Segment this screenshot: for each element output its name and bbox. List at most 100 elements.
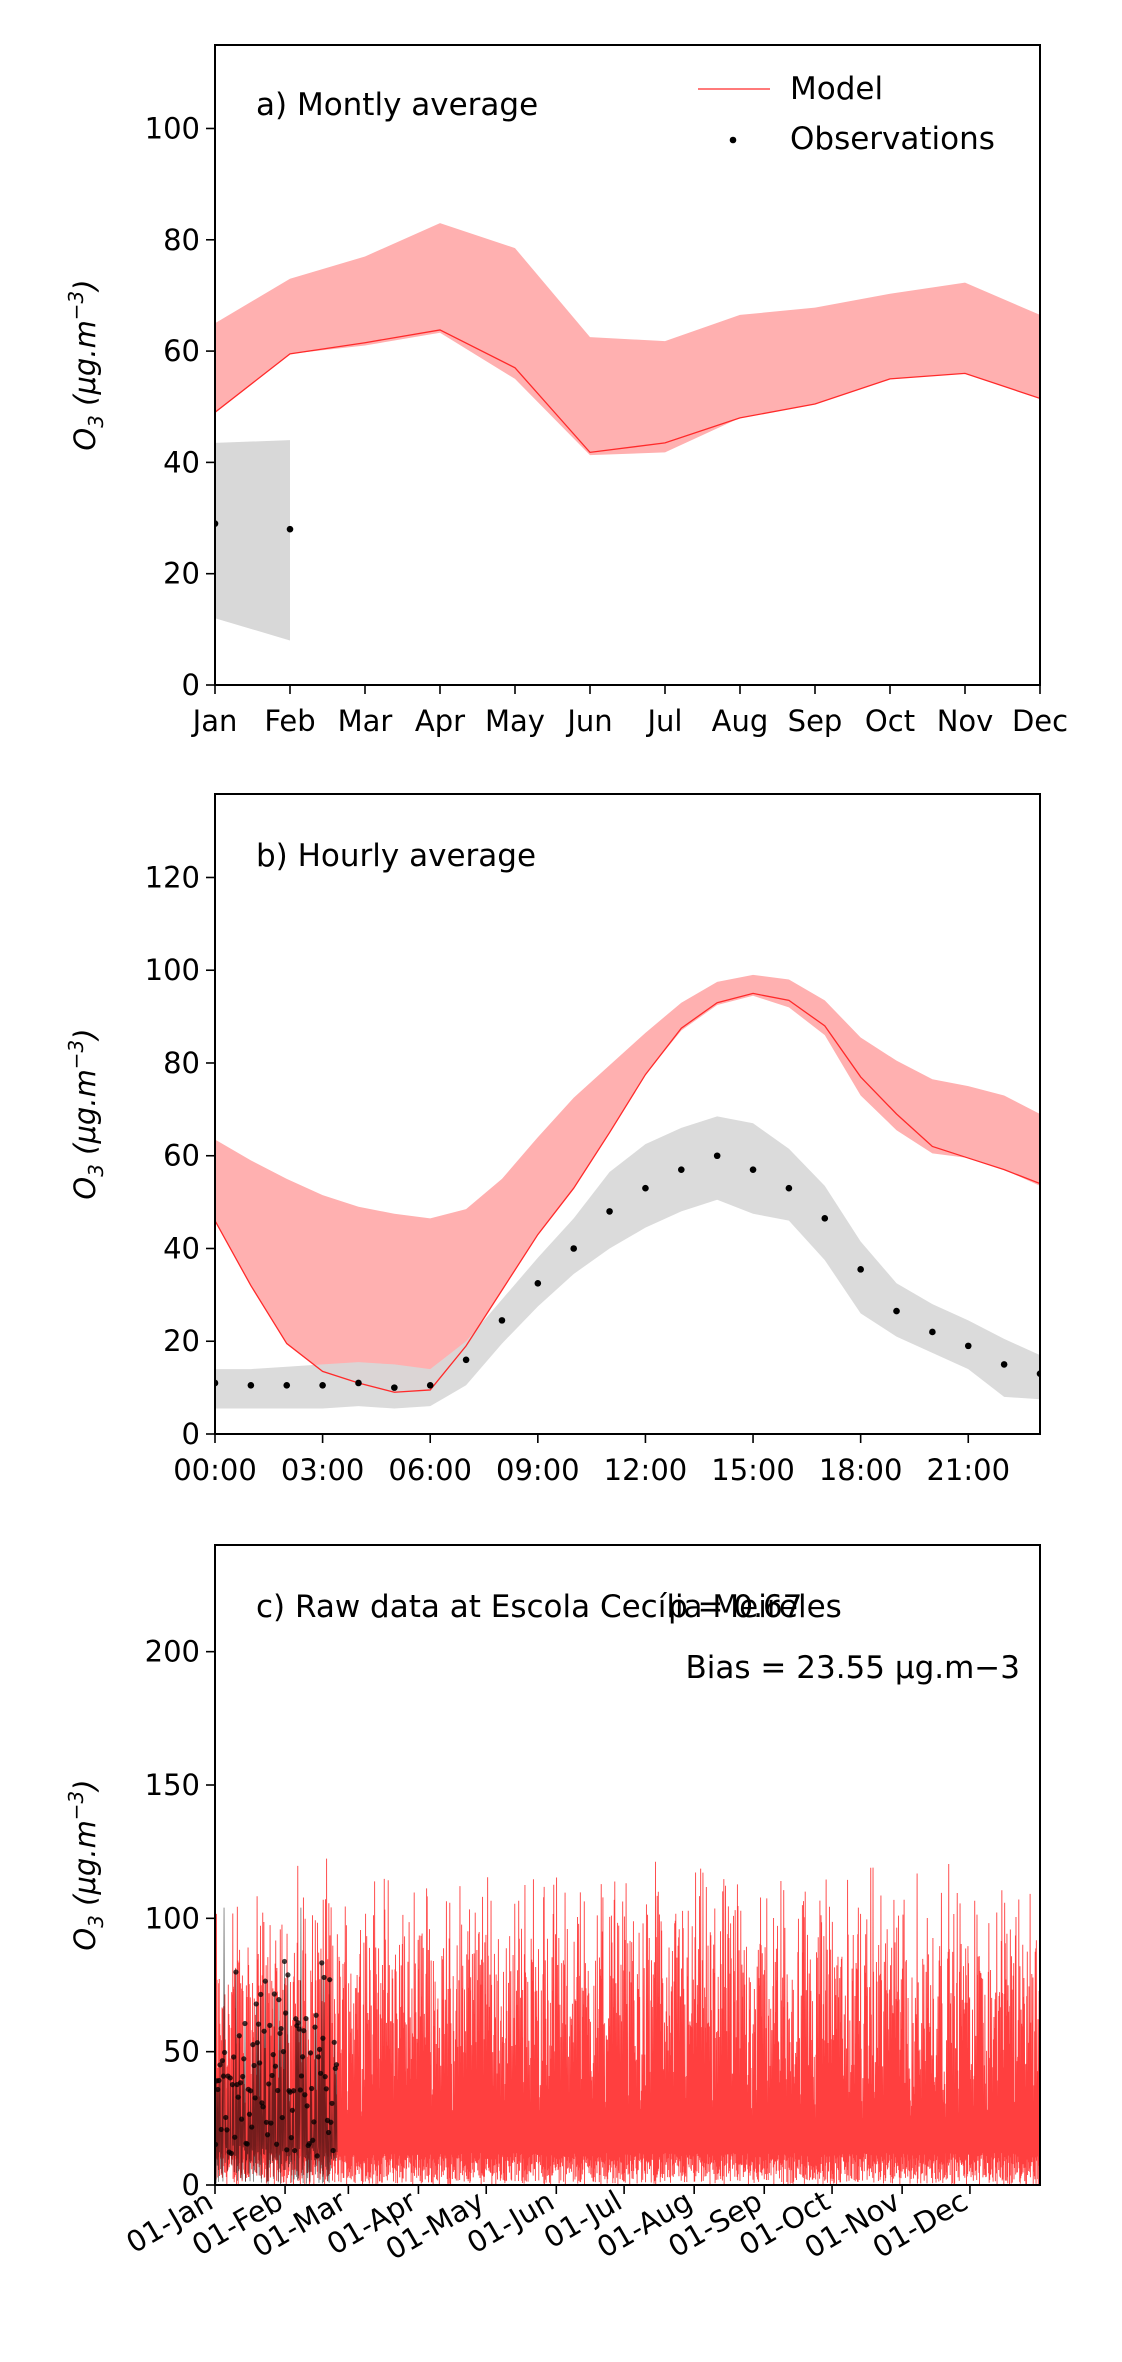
observation-point bbox=[271, 1991, 277, 1997]
panel-a-xtick-label: Jun bbox=[565, 704, 612, 738]
model-line bbox=[215, 992, 1040, 1393]
panel-c-title: c) Raw data at Escola Cecília Meireles bbox=[256, 1589, 842, 1625]
observation-point bbox=[217, 2062, 223, 2068]
observation-point bbox=[231, 2054, 237, 2060]
observation-point bbox=[314, 2153, 320, 2159]
observation-point bbox=[297, 2087, 303, 2093]
observation-point bbox=[283, 2010, 289, 2016]
observation-point bbox=[249, 2124, 255, 2130]
observation-point bbox=[238, 2116, 245, 2122]
panel-c-ytick-label: 200 bbox=[145, 1635, 200, 1669]
observation-point bbox=[229, 2082, 236, 2088]
observation-point bbox=[260, 2104, 266, 2110]
legend-observations-label: Observations bbox=[790, 121, 995, 157]
observation-point bbox=[252, 2095, 258, 2101]
observation-point bbox=[224, 2127, 230, 2133]
observation-point bbox=[246, 2111, 253, 2117]
observation-point bbox=[236, 2033, 242, 2039]
observation-point bbox=[286, 525, 294, 533]
observation-point bbox=[330, 2147, 336, 2154]
panel-a-frame bbox=[214, 44, 1041, 686]
panel-a-ylabel: O3 (μg.m−3) bbox=[64, 279, 108, 450]
panel-c-raw-data: 05010015020001-Jan01-Feb01-Mar01-Apr01-M… bbox=[64, 1544, 1041, 2267]
panel-a-xtick-label: Aug bbox=[712, 704, 769, 738]
panel-c-ytick-label: 50 bbox=[163, 2035, 200, 2069]
panel-a-xtick-label: Feb bbox=[264, 704, 315, 738]
panel-a-xtick-label: Apr bbox=[415, 704, 465, 738]
panel-a-ytick-label: 40 bbox=[163, 445, 200, 479]
observation-point bbox=[749, 1166, 757, 1173]
observation-point bbox=[321, 1974, 327, 1981]
panel-b-frame bbox=[214, 793, 1041, 1435]
observation-point bbox=[250, 2042, 256, 2048]
panel-b-xtick-label: 21:00 bbox=[926, 1453, 1010, 1487]
observation-point bbox=[642, 1184, 649, 1192]
observation-point bbox=[258, 1991, 264, 1997]
panel-c-correlation: ρ = 0.67 bbox=[668, 1589, 802, 1625]
model-band bbox=[215, 223, 1040, 456]
panel-a-ytick-label: 60 bbox=[163, 334, 200, 368]
panel-b-ytick-label: 80 bbox=[163, 1046, 200, 1080]
observation-point bbox=[220, 2073, 227, 2079]
panel-b-title: b) Hourly average bbox=[256, 838, 536, 874]
observation-point bbox=[259, 2100, 265, 2106]
observation-point bbox=[262, 1978, 268, 1984]
observation-point bbox=[218, 2126, 224, 2133]
panel-a-ytick-label: 80 bbox=[163, 223, 200, 257]
panel-b-ytick-label: 120 bbox=[145, 860, 200, 894]
observation-point bbox=[713, 1152, 721, 1160]
legend-observations-swatch bbox=[729, 136, 737, 144]
observation-point bbox=[270, 2052, 276, 2058]
legend-model-label: Model bbox=[790, 71, 883, 107]
observation-point bbox=[292, 2147, 298, 2154]
panel-b-xtick-label: 09:00 bbox=[496, 1453, 580, 1487]
observation-point bbox=[290, 2088, 297, 2094]
observation-point bbox=[273, 2141, 280, 2147]
panel-a-xtick-label: May bbox=[485, 704, 545, 738]
observation-point bbox=[284, 2147, 290, 2153]
observation-point bbox=[272, 2063, 279, 2069]
observation-point bbox=[426, 1382, 434, 1389]
observation-point bbox=[281, 1958, 288, 1965]
panel-c-ytick-label: 0 bbox=[182, 2168, 200, 2202]
observation-point bbox=[312, 2024, 318, 2030]
panel-a-xtick-label: Jan bbox=[191, 704, 238, 738]
observation-point bbox=[391, 1384, 398, 1391]
observation-point bbox=[299, 2054, 306, 2060]
panel-a-xtick-label: Jul bbox=[646, 704, 683, 738]
panel-a-title: a) Montly average bbox=[256, 87, 538, 123]
observation-point bbox=[325, 2129, 332, 2136]
observation-point bbox=[223, 2114, 229, 2121]
panel-a-ytick-label: 20 bbox=[163, 557, 200, 591]
observation-point bbox=[275, 2087, 281, 2094]
observation-point bbox=[232, 2134, 238, 2140]
observation-point bbox=[301, 2028, 307, 2034]
observations-line bbox=[215, 1907, 338, 2185]
panel-c-ytick-label: 150 bbox=[145, 1768, 200, 1802]
observation-point bbox=[228, 2150, 234, 2157]
observation-point bbox=[261, 2028, 267, 2034]
observation-point bbox=[313, 2012, 319, 2018]
observation-point bbox=[247, 1382, 255, 1389]
panel-b-ytick-label: 100 bbox=[145, 953, 200, 987]
observation-point bbox=[235, 2094, 241, 2100]
observation-point bbox=[298, 2073, 305, 2079]
observation-point bbox=[857, 1266, 864, 1273]
panel-c-bias: Bias = 23.55 μg.m−3 bbox=[686, 1650, 1020, 1686]
observation-point bbox=[244, 2141, 250, 2147]
observation-point bbox=[311, 2119, 317, 2125]
panel-a-monthly-average: 0 20 40 60 80 100 Jan Feb Mar Apr May Jun Jul Aug Sep O… bbox=[64, 44, 1068, 738]
panel-b-ylabel: O3 (μg.m−3) bbox=[64, 1028, 108, 1199]
observations-band bbox=[215, 440, 290, 641]
observation-point bbox=[315, 2054, 322, 2060]
panel-b-xtick-label: 06:00 bbox=[388, 1453, 472, 1487]
model-line bbox=[215, 1858, 1040, 2185]
observation-point bbox=[306, 2141, 312, 2147]
observation-point bbox=[327, 1977, 333, 1983]
observation-point bbox=[320, 2035, 326, 2041]
observation-point bbox=[331, 2039, 337, 2045]
panel-a-xtick-label: Mar bbox=[338, 704, 393, 738]
panel-a-xtick-label: Nov bbox=[937, 704, 994, 738]
observation-point bbox=[269, 2072, 275, 2079]
observation-point bbox=[279, 2114, 285, 2121]
